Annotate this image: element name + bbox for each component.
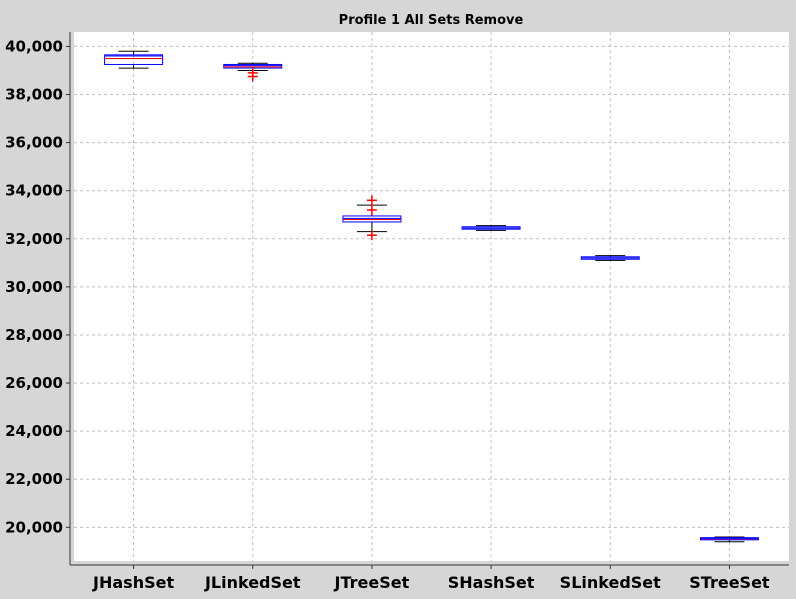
- y-tick-label: 30,000: [5, 278, 63, 296]
- plot-area: [74, 32, 789, 561]
- y-axis-ticks: 20,000 22,000 24,000 26,000 28,000 30,000 32,0…: [5, 37, 70, 536]
- y-tick-label: 28,000: [5, 326, 63, 344]
- y-tick-label: 36,000: [5, 134, 63, 152]
- y-tick-label: 26,000: [5, 374, 63, 392]
- x-tick-label: SLinkedSet: [560, 573, 661, 592]
- outlier-marker: [366, 195, 377, 206]
- outlier-marker: [366, 230, 377, 241]
- box-JHashSet: [104, 50, 164, 69]
- box-STreeSet: [699, 536, 759, 543]
- y-tick-label: 24,000: [5, 422, 63, 440]
- y-tick-label: 32,000: [5, 230, 63, 248]
- axes: [69, 32, 789, 566]
- y-tick-label: 20,000: [5, 518, 63, 536]
- x-tick-label: SHashSet: [448, 573, 535, 592]
- x-tick-label: JLinkedSet: [204, 573, 301, 592]
- x-tick-label: JHashSet: [92, 573, 174, 592]
- box-SHashSet: [461, 225, 521, 231]
- box-marks: [104, 50, 759, 543]
- grid-lines: [74, 32, 789, 561]
- y-tick-label: 34,000: [5, 182, 63, 200]
- x-tick-label: STreeSet: [689, 573, 770, 592]
- box-JTreeSet: [342, 195, 402, 241]
- box-SLinkedSet: [580, 255, 640, 261]
- outlier-marker: [366, 204, 377, 215]
- box-JLinkedSet: [223, 62, 283, 82]
- y-tick-label: 40,000: [5, 37, 63, 55]
- y-tick-label: 38,000: [5, 86, 63, 104]
- y-tick-label: 22,000: [5, 470, 63, 488]
- outlier-marker: [247, 67, 258, 78]
- box-body: [104, 54, 164, 65]
- x-tick-label: JTreeSet: [334, 573, 410, 592]
- box-body: [342, 215, 402, 223]
- x-axis-ticks: JHashSet JLinkedSet JTreeSet SHashSet SLinke…: [92, 565, 770, 592]
- chart-title: Profile 1 All Sets Remove: [339, 13, 524, 28]
